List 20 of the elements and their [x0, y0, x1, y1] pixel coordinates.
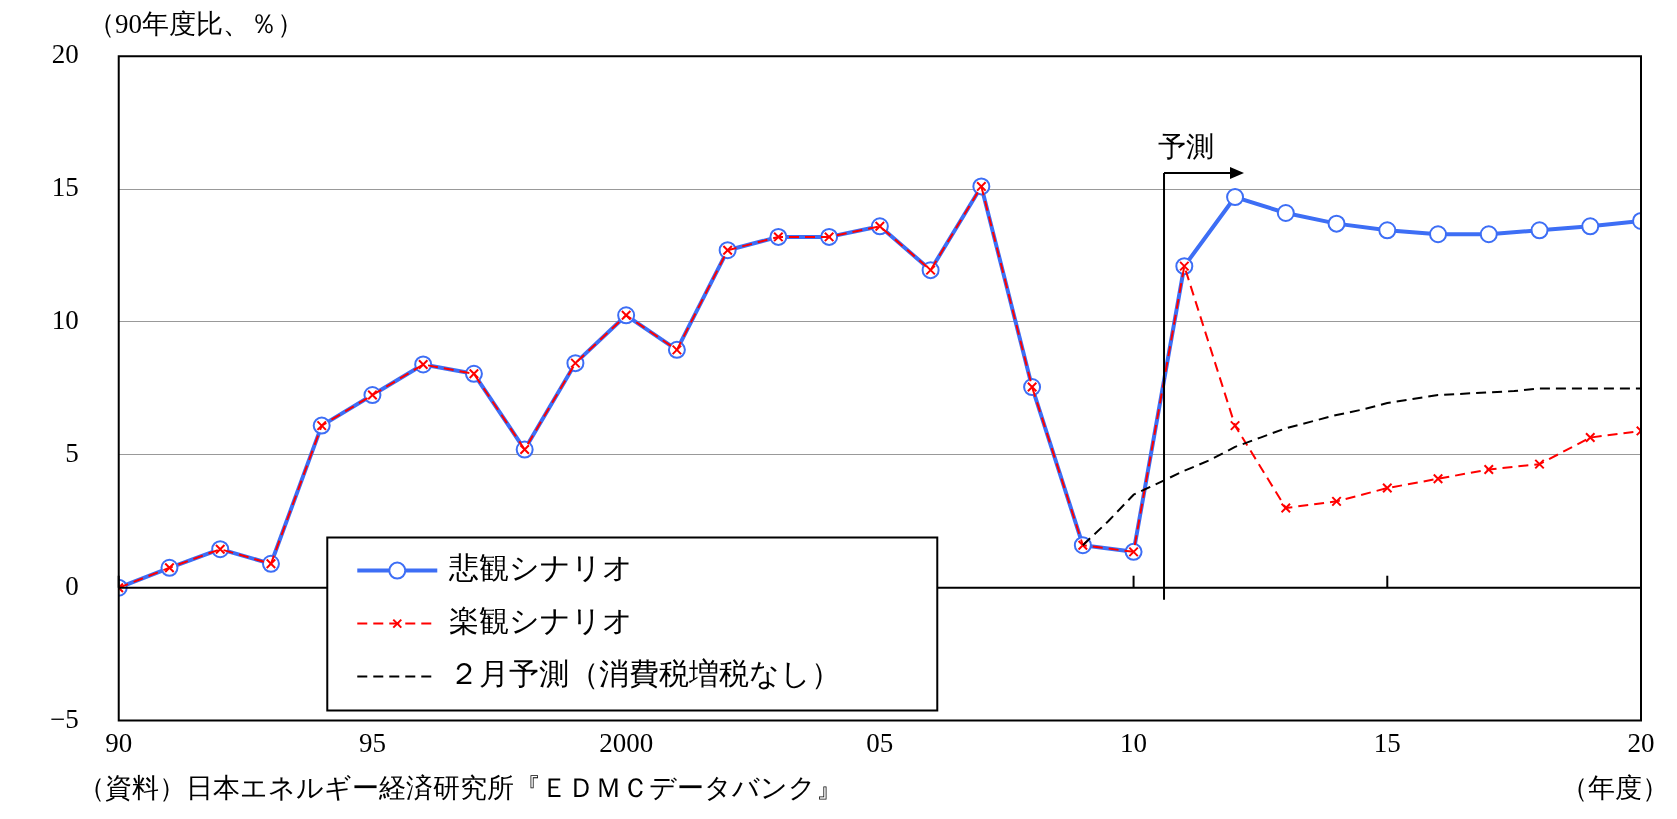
legend-label: 悲観シナリオ — [448, 551, 634, 585]
y-axis-title: （90年度比、％） — [88, 8, 304, 41]
x-tick-label: 10 — [1120, 727, 1148, 758]
text: （資料）日本エネルギー経済研究所『ＥＤＭＣデータバンク』 — [78, 772, 843, 805]
x-axis-title: （年度） — [1561, 772, 1669, 805]
x-tick-label: 15 — [1373, 727, 1401, 758]
y-tick-label: 0 — [65, 570, 79, 601]
legend-label: ２月予測（消費税増税なし） — [449, 657, 842, 691]
y-tick-label: −5 — [49, 703, 79, 734]
y-tick-label: 20 — [51, 39, 79, 70]
x-tick-label: 95 — [358, 727, 386, 758]
x-tick-label: 2000 — [599, 727, 654, 758]
legend-label: 楽観シナリオ — [449, 604, 634, 638]
x-tick-label: 90 — [105, 727, 133, 758]
ref-line-label: 予測 — [1158, 131, 1215, 163]
y-tick-label: 15 — [51, 172, 79, 203]
y-tick-label: 5 — [65, 437, 79, 468]
x-tick-label: 20 — [1627, 727, 1655, 758]
y-tick-label: 10 — [51, 305, 79, 336]
x-tick-label: 05 — [866, 727, 894, 758]
